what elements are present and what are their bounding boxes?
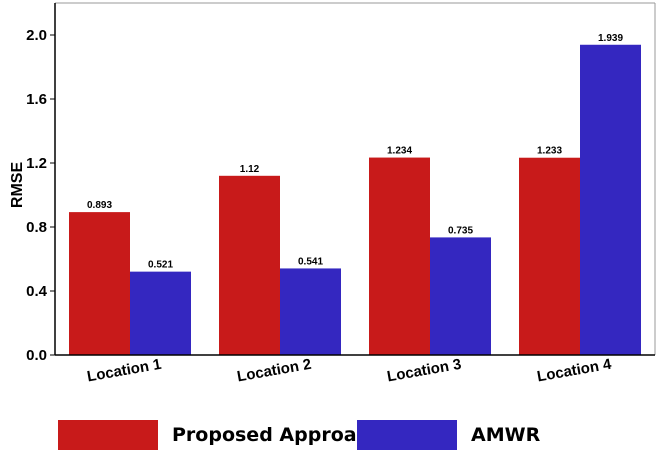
legend-label-amwr: AMWR	[471, 424, 541, 446]
legend-item-amwr: AMWR	[357, 420, 540, 450]
data-label: 0.541	[298, 256, 323, 267]
bar-amwr	[580, 44, 641, 355]
y-tick-label: 0.4	[26, 283, 48, 300]
legend-swatch-proposed	[58, 420, 158, 450]
y-tick-label: 0.8	[26, 219, 47, 236]
legend-label-proposed: Proposed Approach	[172, 424, 382, 446]
y-tick-label: 1.2	[26, 155, 47, 172]
plot-area: 0.0 0.4 0.8 1.2 1.6 2.0 0.893 0.521 Location 1 1.…	[26, 2, 656, 386]
data-label: 1.233	[537, 146, 562, 157]
data-label: 0.521	[148, 260, 173, 271]
y-tick-label: 2.0	[26, 27, 47, 44]
x-tick-label: Location 3	[386, 356, 463, 386]
x-tick-label: Location 1	[86, 356, 163, 386]
y-tick-label: 1.6	[26, 91, 47, 108]
y-tick-label: 0.0	[26, 347, 47, 364]
data-label: 1.234	[387, 146, 412, 157]
bar-proposed	[69, 212, 130, 355]
bar-proposed	[519, 157, 580, 355]
x-tick-label: Location 2	[236, 356, 313, 386]
y-axis-label: RMSE	[9, 162, 26, 209]
bar-proposed	[219, 175, 280, 355]
data-label: 0.893	[87, 200, 112, 211]
bar-amwr	[130, 271, 191, 355]
legend-item-proposed: Proposed Approach	[58, 420, 381, 450]
x-tick-label: Location 4	[536, 356, 613, 386]
bar-amwr	[430, 237, 491, 355]
data-label: 0.735	[448, 225, 473, 236]
data-label: 1.12	[240, 164, 260, 175]
bar-proposed	[369, 157, 430, 355]
bar-amwr	[280, 268, 341, 355]
legend-swatch-amwr	[357, 420, 457, 450]
data-label: 1.939	[598, 33, 623, 44]
